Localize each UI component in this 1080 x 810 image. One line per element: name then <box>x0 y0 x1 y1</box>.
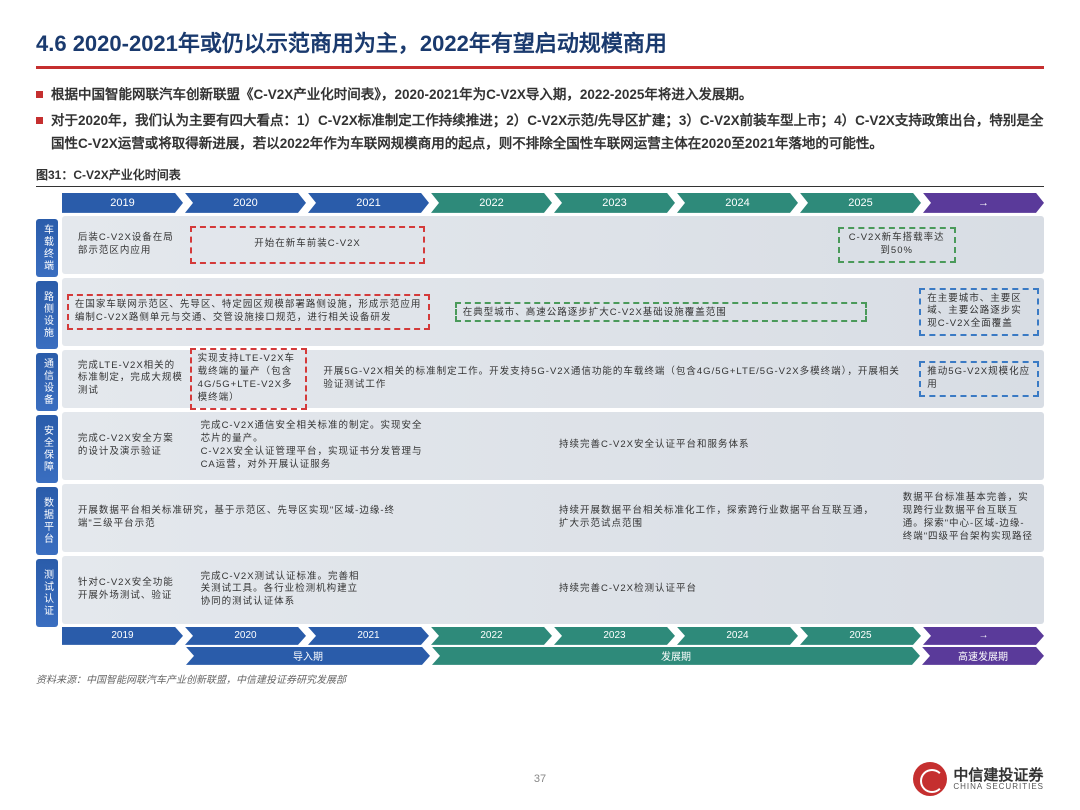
box-r5c: 数据平台标准基本完善，实现跨行业数据平台互联互通。探索"中心-区域-边缘-终端"… <box>897 489 1039 546</box>
page-number: 37 <box>534 773 546 785</box>
box-r1c: C-V2X新车搭载率达到50% <box>838 227 956 263</box>
byear-2020: 2020 <box>185 627 306 645</box>
box-r5a: 开展数据平台相关标准研究，基于示范区、先导区实现"区域-边缘-终端"三级平台示范 <box>72 502 426 534</box>
byear-2025: 2025 <box>800 627 921 645</box>
year-2023: 2023 <box>554 193 675 213</box>
byear-2021: 2021 <box>308 627 429 645</box>
box-r1b: 开始在新车前装C-V2X <box>190 226 426 264</box>
row-comm-equipment: 完成LTE-V2X相关的标准制定，完成大规模测试 实现支持LTE-V2X车载终端… <box>62 350 1044 408</box>
year-2025: 2025 <box>800 193 921 213</box>
box-r2a: 在国家车联网示范区、先导区、特定园区规模部署路侧设施，形成示范应用 编制C-V2… <box>67 294 430 330</box>
logo-icon <box>913 762 947 796</box>
box-r3a: 完成LTE-V2X相关的标准制定，完成大规模测试 <box>72 357 190 401</box>
category-label: 通信设备 <box>36 353 58 411</box>
byear-2023: 2023 <box>554 627 675 645</box>
byear-→: → <box>923 627 1044 645</box>
phase-发展期: 发展期 <box>432 647 920 665</box>
timeline-chart: 车载终端路侧设施通信设备安全保障数据平台测试认证 201920202021202… <box>36 193 1044 665</box>
bullet-list: 根据中国智能网联汽车创新联盟《C-V2X产业化时间表》，2020-2021年为C… <box>36 83 1044 156</box>
phase-导入期: 导入期 <box>186 647 430 665</box>
box-r6b: 完成C-V2X测试认证标准。完善相关测试工具。各行业检测机构建立协同的测试认证体… <box>195 568 372 612</box>
box-r4a: 完成C-V2X安全方案的设计及演示验证 <box>72 430 190 462</box>
source-note: 资料来源：中国智能网联汽车产业创新联盟，中信建投证券研究发展部 <box>36 671 1044 686</box>
byear-2024: 2024 <box>677 627 798 645</box>
box-r4b: 完成C-V2X通信安全相关标准的制定。实现安全芯片的量产。 C-V2X安全认证管… <box>195 417 431 474</box>
year-2019: 2019 <box>62 193 183 213</box>
company-logo: 中信建投证券 CHINA SECURITIES <box>913 762 1044 796</box>
bullet-1: 根据中国智能网联汽车创新联盟《C-V2X产业化时间表》，2020-2021年为C… <box>51 83 1044 107</box>
row-roadside: 在国家车联网示范区、先导区、特定园区规模部署路侧设施，形成示范应用 编制C-V2… <box>62 278 1044 346</box>
row-data-platform: 开展数据平台相关标准研究，基于示范区、先导区实现"区域-边缘-终端"三级平台示范… <box>62 484 1044 552</box>
category-label: 数据平台 <box>36 487 58 555</box>
category-label: 路侧设施 <box>36 281 58 349</box>
box-r4c: 持续完善C-V2X安全认证平台和服务体系 <box>553 436 897 455</box>
year-2021: 2021 <box>308 193 429 213</box>
category-label: 安全保障 <box>36 415 58 483</box>
box-r1a: 后装C-V2X设备在局部示范区内应用 <box>72 229 180 261</box>
box-r5b: 持续开展数据平台相关标准化工作，探索跨行业数据平台互联互通，扩大示范试点范围 <box>553 502 887 534</box>
logo-en: CHINA SECURITIES <box>953 783 1044 791</box>
footer: 37 中信建投证券 CHINA SECURITIES <box>0 762 1080 796</box>
category-label: 车载终端 <box>36 219 58 277</box>
box-r6c: 持续完善C-V2X检测认证平台 <box>553 580 848 599</box>
bullet-2: 对于2020年，我们认为主要有四大看点：1）C-V2X标准制定工作持续推进；2）… <box>51 109 1044 156</box>
figure-caption: 图31：C-V2X产业化时间表 <box>36 166 1044 187</box>
row-test-cert: 针对C-V2X安全功能开展外场测试、验证 完成C-V2X测试认证标准。完善相关测… <box>62 556 1044 624</box>
box-r3d: 推动5G-V2X规模化应用 <box>919 361 1039 397</box>
category-label: 测试认证 <box>36 559 58 627</box>
phase-spacer <box>62 647 184 665</box>
year-2024: 2024 <box>677 193 798 213</box>
year-2020: 2020 <box>185 193 306 213</box>
title-underline <box>36 66 1044 69</box>
byear-2019: 2019 <box>62 627 183 645</box>
box-r2b: 在典型城市、高速公路逐步扩大C-V2X基础设施覆盖范围 <box>455 302 867 322</box>
logo-cn: 中信建投证券 <box>953 768 1044 783</box>
year-2022: 2022 <box>431 193 552 213</box>
box-r3c: 开展5G-V2X相关的标准制定工作。开发支持5G-V2X通信功能的车载终端（包含… <box>317 363 906 395</box>
row-security: 完成C-V2X安全方案的设计及演示验证 完成C-V2X通信安全相关标准的制定。实… <box>62 412 1044 480</box>
year-→: → <box>923 193 1044 213</box>
box-r3b: 实现支持LTE-V2X车载终端的量产（包含4G/5G+LTE-V2X多模终端） <box>190 348 308 409</box>
byear-2022: 2022 <box>431 627 552 645</box>
box-r6a: 针对C-V2X安全功能开展外场测试、验证 <box>72 574 190 606</box>
box-r2c: 在主要城市、主要区域、主要公路逐步实现C-V2X全面覆盖 <box>919 288 1039 336</box>
row-vehicle-terminal: 后装C-V2X设备在局部示范区内应用 开始在新车前装C-V2X C-V2X新车搭… <box>62 216 1044 274</box>
phase-高速发展期: 高速发展期 <box>922 647 1044 665</box>
slide-title: 4.6 2020-2021年或仍以示范商用为主，2022年有望启动规模商用 <box>36 26 1044 58</box>
